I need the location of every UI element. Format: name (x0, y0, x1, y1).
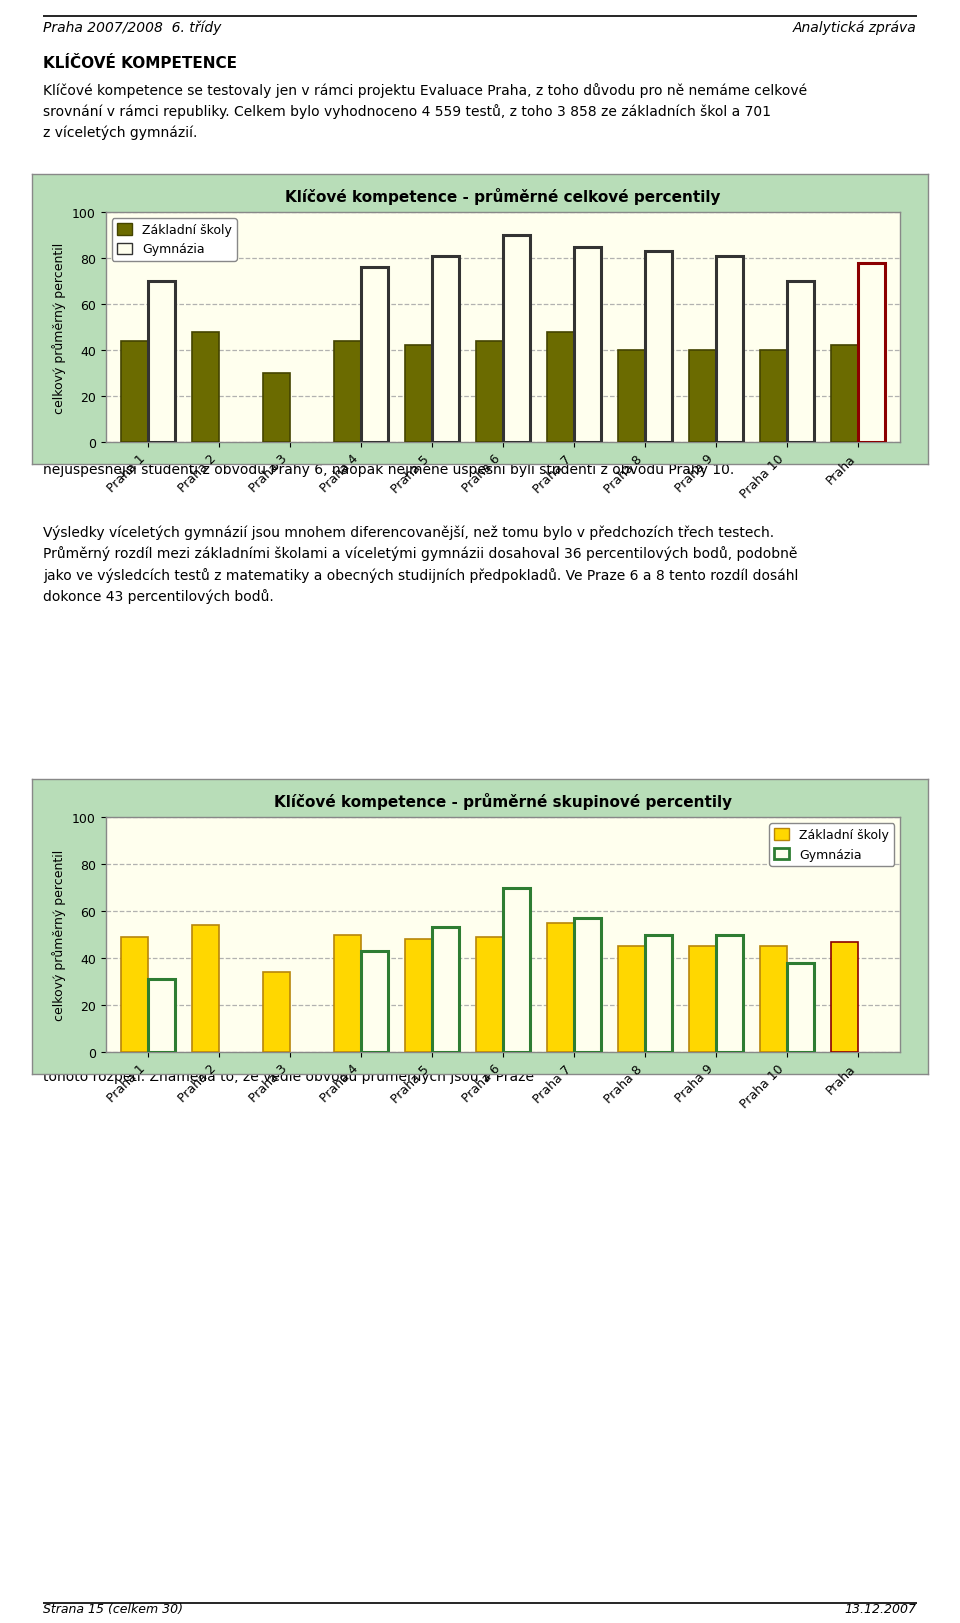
Text: V grafu průměrných skupinových percentilů je vidět, že s klíčovými kompetencemi : V grafu průměrných skupinových percentil… (43, 1005, 789, 1083)
Bar (432, 928, 459, 1052)
Title: Klíčové kompetence - průměrné celkové percentily: Klíčové kompetence - průměrné celkové pe… (285, 188, 721, 204)
Bar (121, 341, 148, 443)
Bar (503, 235, 530, 443)
Bar (148, 282, 175, 443)
Bar (716, 256, 743, 443)
Bar (689, 351, 716, 443)
Bar (121, 936, 148, 1052)
Bar (574, 919, 601, 1052)
Bar (432, 256, 459, 443)
Legend: Základní školy, Gymnázia: Základní školy, Gymnázia (112, 219, 237, 261)
Bar (334, 341, 361, 443)
Bar (787, 282, 814, 443)
Text: KLÍČOVÉ KOMPETENCE: KLÍČOVÉ KOMPETENCE (43, 55, 237, 70)
Bar (263, 373, 290, 443)
Bar (618, 351, 645, 443)
Text: V grafu průměrných celkových percentilů je vidět, že ve srovnání základních škol: V grafu průměrných celkových percentilů … (43, 420, 766, 476)
Text: Výsledky víceletých gymnázií jsou mnohem diferencovanější, než tomu bylo v předc: Výsledky víceletých gymnázií jsou mnohem… (43, 524, 799, 604)
Bar (361, 951, 388, 1052)
Bar (547, 923, 574, 1052)
Bar (716, 935, 743, 1052)
Text: Klíčové kompetence se testovaly jen v rámci projektu Evaluace Praha, z toho důvo: Klíčové kompetence se testovaly jen v rá… (43, 83, 807, 140)
Title: Klíčové kompetence - průměrné skupinové percentily: Klíčové kompetence - průměrné skupinové … (274, 792, 732, 810)
Bar (476, 936, 503, 1052)
Bar (192, 333, 219, 443)
Bar (645, 252, 672, 443)
Text: Strana 15 (celkem 30): Strana 15 (celkem 30) (43, 1602, 183, 1615)
Bar (405, 940, 432, 1052)
Bar (192, 925, 219, 1052)
Text: 13.12.2007: 13.12.2007 (845, 1602, 917, 1615)
Y-axis label: celkový průměrný percentil: celkový průměrný percentil (53, 242, 66, 414)
Bar (831, 346, 858, 443)
Bar (831, 941, 858, 1052)
Bar (476, 341, 503, 443)
Bar (361, 268, 388, 443)
Bar (787, 962, 814, 1052)
Text: Analytická zpráva: Analytická zpráva (793, 21, 917, 36)
Bar (263, 972, 290, 1052)
Y-axis label: celkový průměrný percentil: celkový průměrný percentil (53, 849, 66, 1021)
Bar (618, 946, 645, 1052)
Bar (405, 346, 432, 443)
Bar (645, 935, 672, 1052)
Bar (574, 247, 601, 443)
Bar (689, 946, 716, 1052)
Bar (547, 333, 574, 443)
Bar (760, 946, 787, 1052)
Text: Praha 2007/2008  6. třídy: Praha 2007/2008 6. třídy (43, 21, 222, 36)
Bar (148, 980, 175, 1052)
Bar (760, 351, 787, 443)
Bar (858, 263, 885, 443)
Bar (334, 935, 361, 1052)
Bar (503, 888, 530, 1052)
Legend: Základní školy, Gymnázia: Základní školy, Gymnázia (769, 824, 894, 867)
